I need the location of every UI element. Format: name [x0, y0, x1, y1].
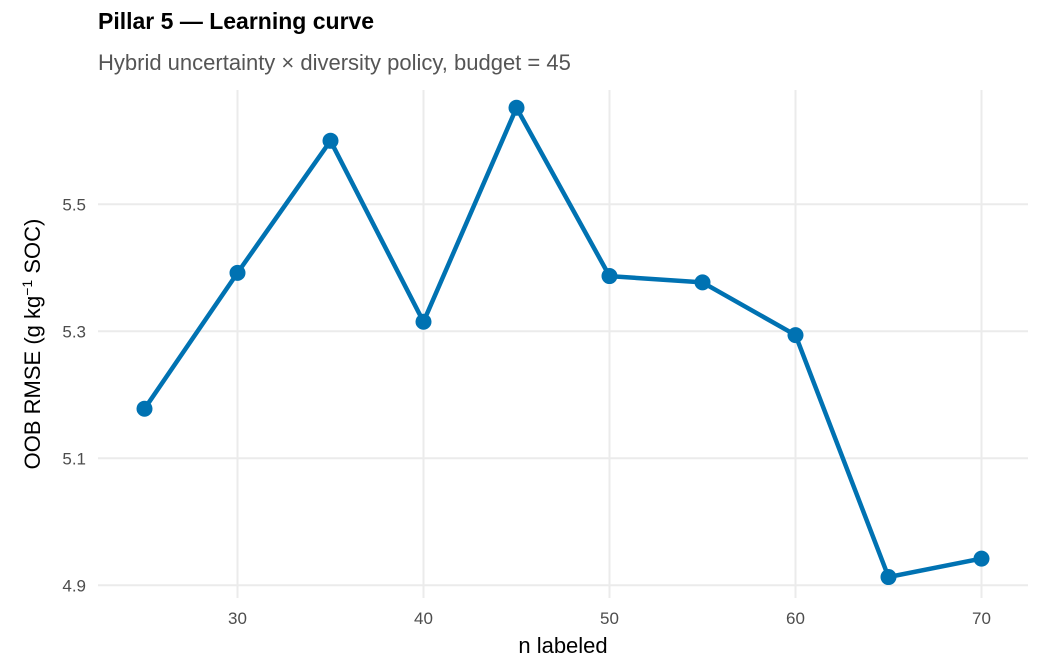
data-point-60	[787, 327, 804, 344]
data-point-70	[973, 550, 990, 567]
x-axis-label: n labeled	[518, 633, 607, 658]
series-line-0	[142, 105, 984, 580]
x-axis-ticks: 30 40 50 60 70	[228, 609, 991, 628]
x-tick-label-70: 70	[972, 609, 991, 628]
data-point-65	[880, 569, 897, 586]
x-tick-label-60: 60	[786, 609, 805, 628]
y-tick-label-5-5: 5.5	[62, 195, 86, 214]
x-tick-label-30: 30	[228, 609, 247, 628]
y-axis-label-superscript: −1	[19, 280, 35, 296]
x-tick-label-50: 50	[600, 609, 619, 628]
data-point-35	[322, 132, 339, 149]
y-axis-label-suffix: SOC)	[20, 219, 45, 280]
chart-subtitle: Hybrid uncertainty × diversity policy, b…	[98, 50, 571, 75]
series-layer	[136, 99, 990, 586]
data-point-50	[601, 268, 618, 285]
chart-title: Pillar 5 — Learning curve	[98, 8, 375, 34]
data-point-45	[508, 99, 525, 116]
y-axis-label: OOB RMSE (g kg−1 SOC)	[19, 219, 45, 470]
y-tick-label-4-9: 4.9	[62, 576, 86, 595]
y-tick-label-5-3: 5.3	[62, 322, 86, 341]
y-axis-label-prefix: OOB RMSE (g kg	[20, 296, 45, 470]
y-tick-label-5-1: 5.1	[62, 449, 86, 468]
y-axis-ticks: 4.9 5.1 5.3 5.5	[62, 195, 86, 595]
grid-layer	[98, 90, 1028, 598]
data-point-25	[136, 400, 153, 417]
data-point-30	[229, 264, 246, 281]
data-point-40	[415, 313, 432, 330]
x-tick-label-40: 40	[414, 609, 433, 628]
data-point-55	[694, 274, 711, 291]
